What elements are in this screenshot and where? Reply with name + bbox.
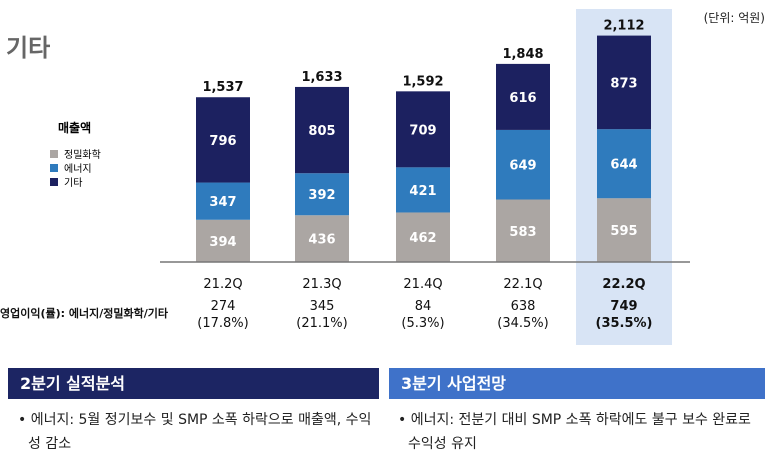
total-label: 2,112: [603, 19, 644, 34]
bar-value-label: 805: [308, 124, 335, 139]
operating-profit-value: 749: [610, 299, 637, 314]
bullet-item: 에너지: 전분기 대비 SMP 소폭 하락에도 불구 보수 완료로 수익성 유지: [394, 408, 754, 456]
q2-analysis-header: 2분기 실적분석: [8, 368, 379, 399]
bar-segment: [597, 129, 651, 199]
bar-value-label: 462: [409, 231, 436, 246]
operating-profit-rate: (17.8%): [197, 316, 248, 331]
bar-value-label: 796: [209, 134, 236, 149]
section-title: 기타: [6, 34, 51, 62]
bar-value-label: 436: [308, 233, 335, 248]
category-label: 22.2Q: [602, 277, 645, 292]
bar-segment: [396, 212, 450, 262]
category-label: 22.1Q: [503, 277, 542, 292]
bar-value-label: 709: [409, 123, 436, 138]
legend-entry: 정밀화학: [64, 149, 101, 161]
bar-segment: [496, 129, 550, 200]
bar-value-label: 649: [509, 159, 536, 174]
bar-segment: [295, 86, 349, 174]
bar-segment: [196, 219, 250, 262]
bar-segment: [396, 167, 450, 213]
bar-segment: [196, 182, 250, 220]
legend-title: 매출액: [58, 120, 91, 135]
total-label: 1,633: [301, 70, 342, 85]
operating-profit-rate: (5.3%): [401, 316, 444, 331]
legend-swatch: [50, 178, 58, 186]
operating-profit-value: 638: [511, 299, 536, 314]
q3-outlook-header: 3분기 사업전망: [389, 368, 765, 399]
legend-swatch: [50, 150, 58, 158]
operating-profit-value: 345: [310, 299, 335, 314]
category-label: 21.3Q: [302, 277, 341, 292]
bar-value-label: 644: [610, 158, 637, 173]
bar-segment: [597, 35, 651, 130]
category-label: 21.4Q: [403, 277, 442, 292]
bar-value-label: 421: [409, 184, 436, 199]
total-label: 1,848: [502, 47, 543, 62]
total-label: 1,592: [402, 74, 443, 89]
operating-profit-label: 영업이익(률): 에너지/정밀화학/기타: [0, 306, 169, 320]
operating-profit-rate: (21.1%): [296, 316, 347, 331]
q2-analysis-list: 에너지: 5월 정기보수 및 SMP 소폭 하락으로 매출액, 수익성 감소: [14, 408, 379, 456]
bar-segment: [295, 173, 349, 216]
bar-value-label: 583: [509, 225, 536, 240]
operating-profit-rate: (34.5%): [497, 316, 548, 331]
bar-value-label: 394: [209, 235, 236, 250]
operating-profit-value: 84: [415, 299, 432, 314]
bullet-item: 에너지: 5월 정기보수 및 SMP 소폭 하락으로 매출액, 수익성 감소: [14, 408, 379, 456]
bar-segment: [196, 97, 250, 183]
bar-value-label: 347: [209, 195, 236, 210]
bar-value-label: 392: [308, 188, 335, 203]
legend-entry: 에너지: [64, 163, 92, 175]
bar-segment: [597, 198, 651, 262]
legend-entry: 기타: [64, 177, 82, 189]
legend-swatch: [50, 164, 58, 172]
category-label: 21.2Q: [203, 277, 242, 292]
bar-segment: [496, 63, 550, 130]
bar-segment: [295, 215, 349, 262]
operating-profit-rate: (35.5%): [596, 316, 653, 331]
operating-profit-value: 274: [211, 299, 236, 314]
bar-segment: [496, 199, 550, 262]
q3-outlook-list: 에너지: 전분기 대비 SMP 소폭 하락에도 불구 보수 완료로 수익성 유지: [394, 408, 754, 456]
bar-value-label: 616: [509, 91, 536, 106]
unit-note: (단위: 억원): [703, 11, 765, 25]
bar-segment: [396, 91, 450, 168]
bar-value-label: 873: [610, 76, 637, 91]
total-label: 1,537: [202, 80, 243, 95]
bar-value-label: 595: [610, 224, 637, 239]
